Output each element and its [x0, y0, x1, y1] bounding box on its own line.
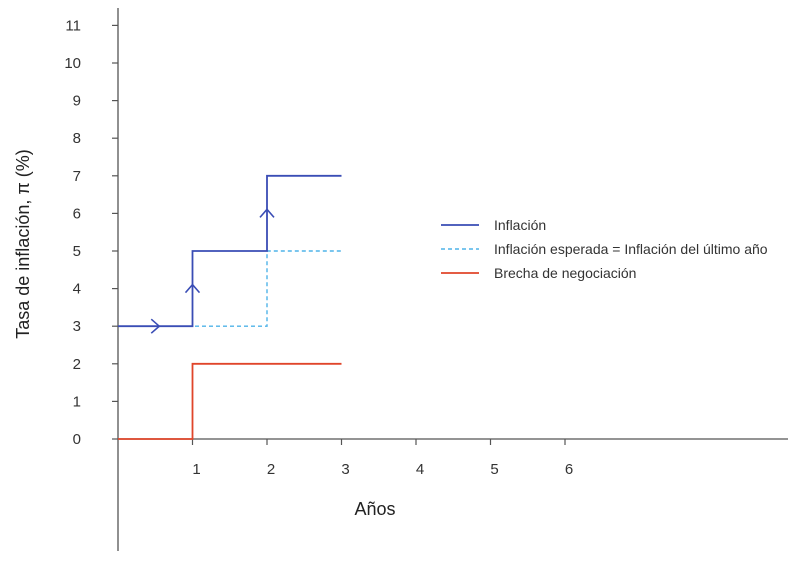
x-axis-title: Años: [354, 499, 395, 519]
x-tick-label: 1: [192, 461, 200, 478]
y-tick-label: 5: [73, 243, 81, 260]
arrow-right: [150, 318, 161, 334]
y-tick-label: 10: [64, 55, 81, 72]
x-tick-label: 6: [565, 461, 573, 478]
legend-label: Inflación: [494, 217, 546, 233]
y-tick-label: 11: [65, 17, 81, 34]
legend-label: Brecha de negociación: [494, 265, 636, 281]
x-tick-label: 3: [341, 461, 349, 478]
y-tick-label: 6: [73, 205, 81, 222]
y-tick-label: 8: [73, 130, 81, 147]
arrow-layer: [150, 208, 275, 334]
y-tick-label: 3: [73, 318, 81, 335]
y-tick-label: 7: [73, 168, 81, 185]
series-layer: [118, 174, 342, 440]
arrow-up: [259, 208, 275, 218]
legend: Inflación Inflación esperada = Inflación …: [441, 217, 768, 281]
y-tick-label: 1: [73, 393, 81, 410]
x-tick-label: 2: [267, 461, 275, 478]
x-tick-label: 5: [490, 461, 498, 478]
y-tick-label: 4: [73, 281, 81, 298]
series-inflacion: [118, 174, 342, 328]
y-tick-label: 2: [73, 356, 81, 373]
series-inflacion-esperada-inflacion-del-ultimo-ano: [118, 250, 342, 327]
x-tick-label: 4: [416, 461, 424, 478]
legend-label: Inflación esperada = Inflación del últim…: [494, 241, 768, 257]
y-tick-label: 0: [73, 431, 81, 448]
y-axis-title: Tasa de inflación, π (%): [13, 149, 33, 339]
y-tick-label: 9: [73, 93, 81, 110]
arrow-up: [184, 283, 201, 294]
series-brecha-de-negociacion: [118, 362, 342, 440]
